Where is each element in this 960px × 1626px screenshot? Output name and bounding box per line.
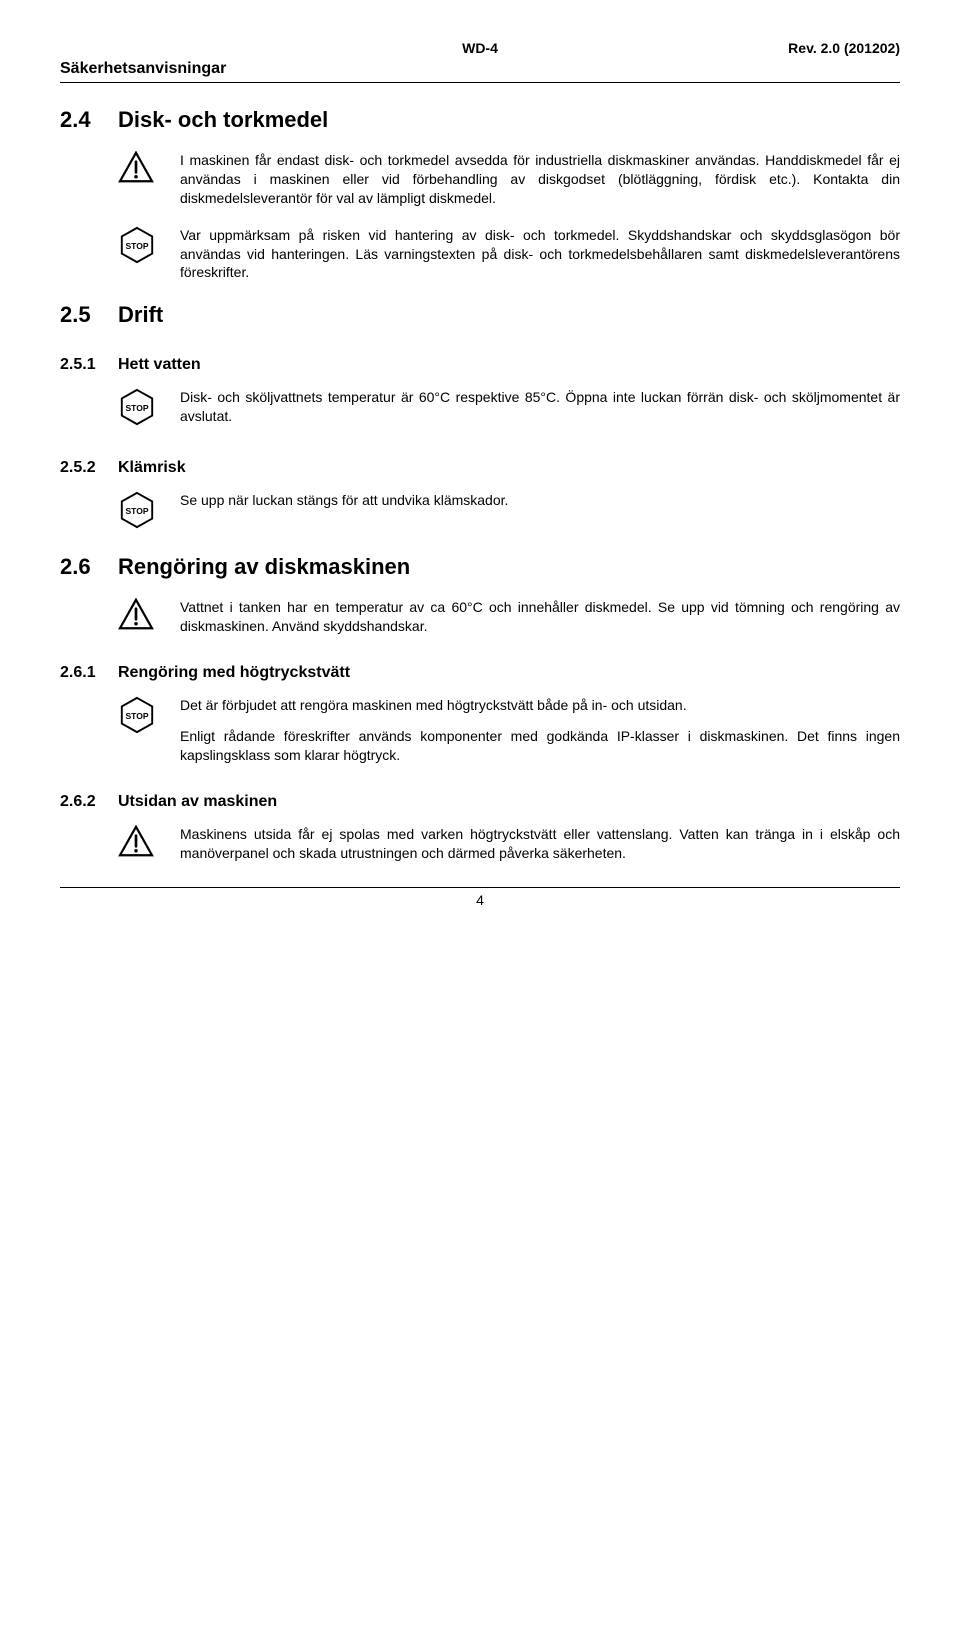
heading-title: Drift [118, 302, 163, 327]
header-rule [60, 82, 900, 83]
heading-2-5-2: 2.5.2Klämrisk [60, 459, 900, 477]
para: Det är förbjudet att rengöra maskinen me… [180, 696, 900, 715]
stop-hexagon-icon: STOP [118, 388, 156, 426]
heading-2-4: 2.4Disk- och torkmedel [60, 107, 900, 133]
heading-title: Utsidan av maskinen [118, 793, 277, 810]
icon-column [60, 151, 180, 208]
heading-2-5-1: 2.5.1Hett vatten [60, 356, 900, 374]
heading-2-6-1: 2.6.1Rengöring med högtryckstvätt [60, 664, 900, 682]
svg-text:STOP: STOP [125, 403, 148, 413]
stop-hexagon-icon: STOP [118, 491, 156, 529]
header-row: WD-4 Rev. 2.0 (201202) [60, 40, 900, 56]
heading-num: 2.6.2 [60, 793, 118, 811]
warning-triangle-icon [118, 151, 154, 183]
heading-num: 2.4 [60, 107, 118, 133]
footer-rule [60, 887, 900, 888]
heading-title: Hett vatten [118, 356, 201, 373]
warning-block: Vattnet i tanken har en temperatur av ca… [60, 598, 900, 636]
stop-block: STOP Det är förbjudet att rengöra maskin… [60, 696, 900, 765]
warning-block: I maskinen får endast disk- och torkmede… [60, 151, 900, 208]
stop-text: Det är förbjudet att rengöra maskinen me… [180, 696, 900, 765]
svg-text:STOP: STOP [125, 506, 148, 516]
stop-block: STOP Var uppmärksam på risken vid hanter… [60, 226, 900, 283]
heading-title: Klämrisk [118, 459, 186, 476]
stop-hexagon-icon: STOP [118, 696, 156, 734]
page: WD-4 Rev. 2.0 (201202) Säkerhetsanvisnin… [0, 0, 960, 948]
heading-num: 2.6.1 [60, 664, 118, 682]
warning-text: I maskinen får endast disk- och torkmede… [180, 151, 900, 208]
header-center: WD-4 [340, 40, 620, 56]
heading-title: Rengöring med högtryckstvätt [118, 664, 350, 681]
heading-num: 2.5.2 [60, 459, 118, 477]
stop-block: STOP Disk- och sköljvattnets temperatur … [60, 388, 900, 431]
heading-title: Disk- och torkmedel [118, 107, 328, 132]
svg-text:STOP: STOP [125, 711, 148, 721]
warning-text: Vattnet i tanken har en temperatur av ca… [180, 598, 900, 636]
warning-triangle-icon [118, 598, 154, 630]
icon-column: STOP [60, 226, 180, 283]
heading-2-6-2: 2.6.2Utsidan av maskinen [60, 793, 900, 811]
stop-hexagon-icon: STOP [118, 226, 156, 264]
heading-num: 2.5.1 [60, 356, 118, 374]
icon-column [60, 598, 180, 636]
stop-block: STOP Se upp när luckan stängs för att un… [60, 491, 900, 534]
heading-2-5: 2.5Drift [60, 302, 900, 328]
stop-text: Se upp när luckan stängs för att undvika… [180, 491, 900, 534]
warning-triangle-icon [118, 825, 154, 857]
icon-column: STOP [60, 388, 180, 431]
page-number: 4 [60, 892, 900, 908]
icon-column: STOP [60, 491, 180, 534]
heading-title: Rengöring av diskmaskinen [118, 554, 410, 579]
header-right: Rev. 2.0 (201202) [620, 40, 900, 56]
heading-num: 2.6 [60, 554, 118, 580]
icon-column [60, 825, 180, 863]
spacer [180, 715, 900, 727]
svg-text:STOP: STOP [125, 240, 148, 250]
icon-column: STOP [60, 696, 180, 765]
heading-2-6: 2.6Rengöring av diskmaskinen [60, 554, 900, 580]
stop-text: Disk- och sköljvattnets temperatur är 60… [180, 388, 900, 431]
stop-text: Var uppmärksam på risken vid hantering a… [180, 226, 900, 283]
section-label: Säkerhetsanvisningar [60, 60, 900, 78]
heading-num: 2.5 [60, 302, 118, 328]
warning-text: Maskinens utsida får ej spolas med varke… [180, 825, 900, 863]
header-left [60, 40, 340, 56]
warning-block: Maskinens utsida får ej spolas med varke… [60, 825, 900, 863]
para: Enligt rådande föreskrifter används komp… [180, 727, 900, 765]
